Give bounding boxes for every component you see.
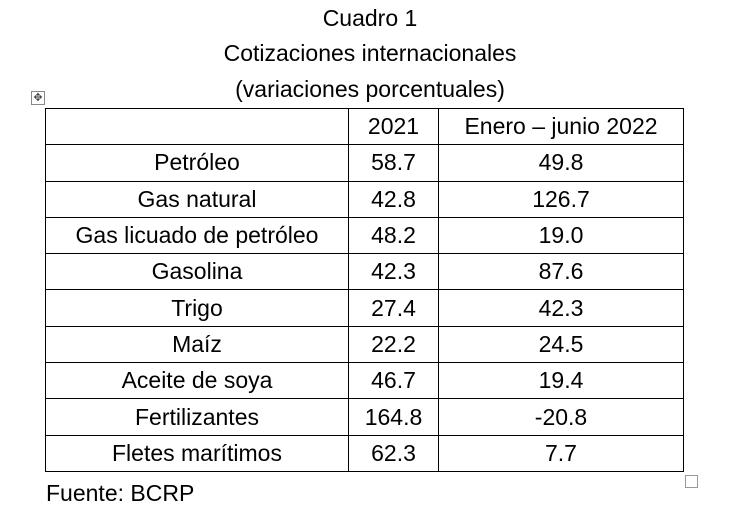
row-label: Fertilizantes [45, 398, 349, 436]
cell: 42.3 [348, 253, 439, 291]
cell: 19.0 [438, 216, 684, 255]
table-row: Petróleo 58.7 49.8 [45, 144, 684, 182]
table-row: Fertilizantes 164.8 -20.8 [45, 398, 684, 436]
cell: 58.7 [348, 144, 439, 182]
cell: 87.6 [438, 253, 684, 291]
table-move-handle[interactable]: ✥ [31, 91, 45, 105]
note: (variaciones porcentuales) [235, 76, 505, 102]
cell: 164.8 [348, 398, 439, 436]
cell: 7.7 [438, 434, 684, 472]
table-row: Fletes marítimos 62.3 7.7 [45, 434, 684, 472]
row-label: Fletes marítimos [45, 434, 349, 472]
cell: 46.7 [348, 362, 439, 400]
title: Cuadro 1 [322, 5, 418, 31]
row-label: Petróleo [45, 144, 349, 182]
column-header: 2021 [348, 107, 439, 146]
row-label: Gas natural [45, 180, 349, 218]
cell: 49.8 [438, 144, 684, 182]
cell: 42.3 [438, 289, 684, 327]
subtitle: Cotizaciones internacionales [223, 40, 517, 66]
source: Fuente: BCRP [46, 480, 195, 506]
cell: 19.4 [438, 362, 684, 400]
cell: 42.8 [348, 180, 439, 218]
table-row: Trigo 27.4 42.3 [45, 289, 684, 327]
cell: -20.8 [438, 398, 684, 436]
cell: 27.4 [348, 289, 439, 327]
table-row: Gas natural 42.8 126.7 [45, 180, 684, 218]
row-label: Aceite de soya [45, 362, 349, 400]
row-label: Trigo [45, 289, 349, 327]
cell: 48.2 [348, 216, 439, 255]
table-row: Gas licuado de petróleo 48.2 19.0 [45, 216, 684, 255]
row-label: Gas licuado de petróleo [45, 216, 349, 255]
table: 2021 Enero – junio 2022 Petróleo 58.7 49.8 Ga… [45, 107, 684, 472]
column-header: Enero – junio 2022 [438, 107, 684, 146]
cell: 62.3 [348, 434, 439, 472]
table-row: Gasolina 42.3 87.6 [45, 253, 684, 291]
table-row: Aceite de soya 46.7 19.4 [45, 362, 684, 400]
table-row: Maíz 22.2 24.5 [45, 325, 684, 364]
header-row: 2021 Enero – junio 2022 [45, 107, 684, 146]
table-body: 2021 Enero – junio 2022 Petróleo 58.7 49.8 Ga… [45, 107, 684, 472]
row-label: Maíz [45, 325, 349, 364]
cell: 22.2 [348, 325, 439, 364]
row-label: Gasolina [45, 253, 349, 291]
cell: 126.7 [438, 180, 684, 218]
column-header [45, 107, 349, 146]
table-resize-handle[interactable] [685, 475, 698, 488]
cell: 24.5 [438, 325, 684, 364]
